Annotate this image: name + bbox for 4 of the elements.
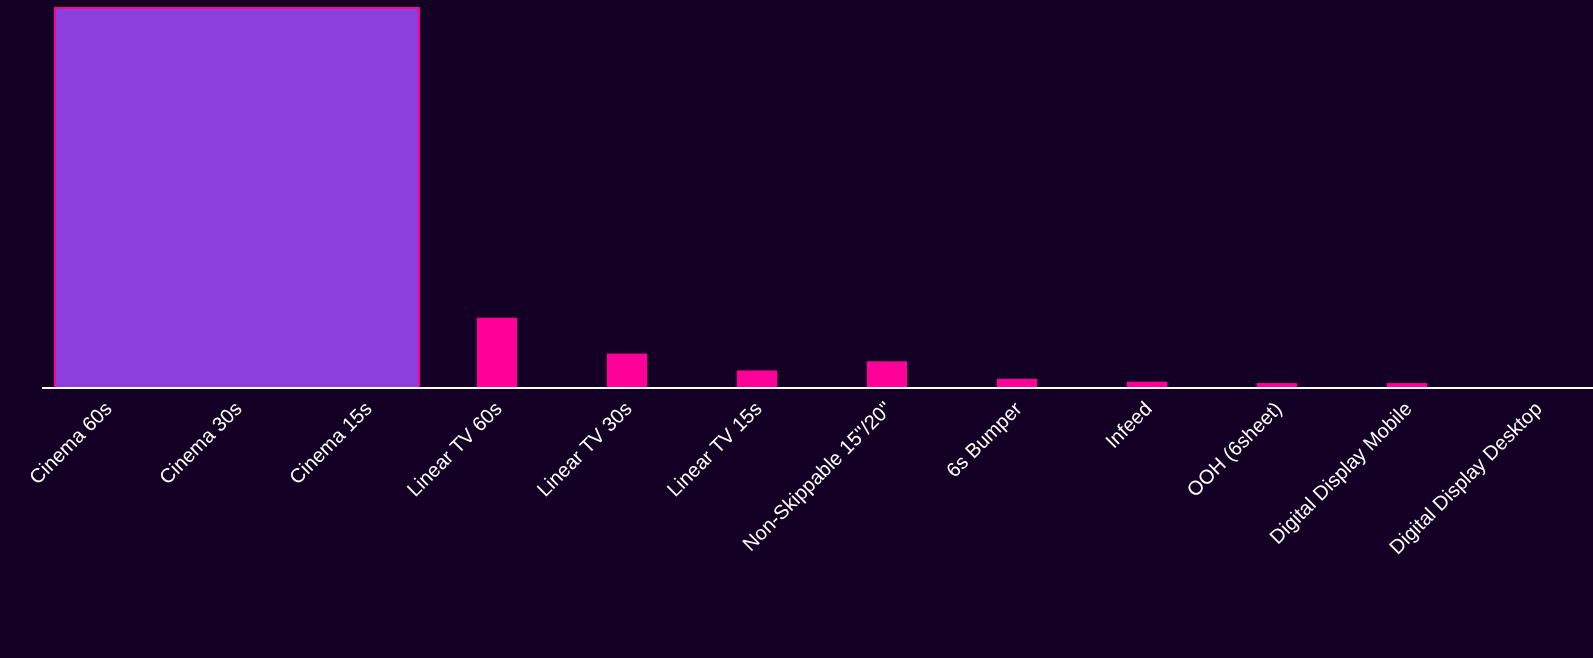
bar <box>866 361 908 388</box>
bar <box>736 370 778 388</box>
bar <box>476 317 518 388</box>
bar <box>606 353 648 388</box>
